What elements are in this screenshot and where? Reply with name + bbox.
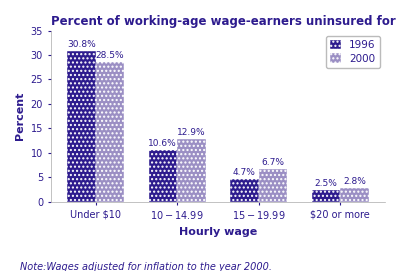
Text: 10.6%: 10.6% [148, 139, 177, 148]
Bar [312, 190, 340, 202]
Text: 4.7%: 4.7% [233, 168, 256, 177]
Y-axis label: Percent: Percent [15, 92, 25, 140]
Legend: 1996, 2000: 1996, 2000 [326, 36, 380, 68]
Bar [340, 188, 369, 202]
Text: 2.5%: 2.5% [314, 179, 337, 188]
Bar [230, 179, 259, 202]
Text: 28.5%: 28.5% [96, 51, 124, 60]
Bar [148, 150, 177, 202]
Bar [259, 169, 287, 202]
Text: Note:Wages adjusted for inflation to the year 2000.: Note:Wages adjusted for inflation to the… [20, 262, 272, 271]
Bar [96, 62, 124, 202]
Text: 12.9%: 12.9% [177, 128, 206, 137]
Text: Percent of working-age wage-earners uninsured for first half of year: Percent of working-age wage-earners unin… [51, 15, 400, 28]
Text: 2.8%: 2.8% [343, 177, 366, 186]
Bar [67, 51, 96, 202]
Bar [177, 139, 206, 202]
Text: 6.7%: 6.7% [261, 158, 284, 167]
Text: 30.8%: 30.8% [67, 40, 96, 49]
X-axis label: Hourly wage: Hourly wage [179, 227, 257, 237]
